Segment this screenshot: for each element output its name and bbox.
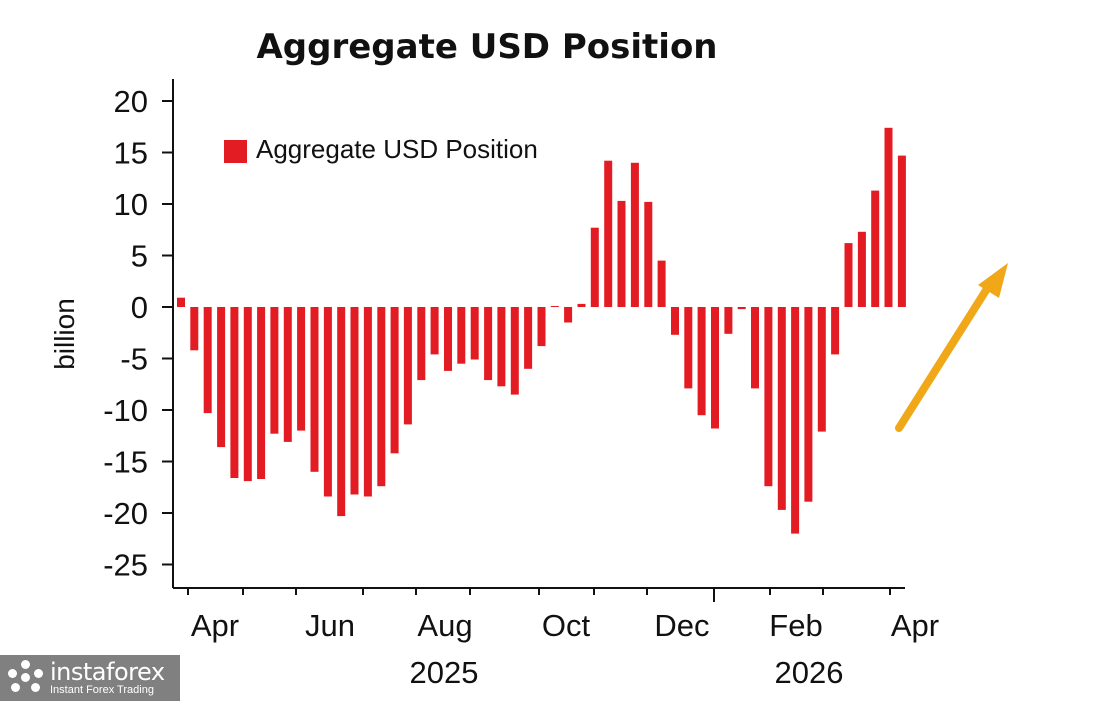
y-tick-label: 20 [114, 84, 148, 119]
bar [897, 155, 906, 307]
bar [884, 127, 893, 307]
bar [657, 260, 666, 307]
x-tick-label: Apr [191, 608, 239, 643]
bar [671, 307, 679, 335]
y-tick-label: -10 [103, 393, 148, 428]
bar [297, 307, 306, 431]
y-tick-label: -5 [120, 342, 148, 377]
bar [817, 307, 826, 432]
bar [243, 307, 252, 482]
bar [537, 307, 546, 347]
bar [791, 307, 800, 534]
bar [844, 243, 853, 307]
bar [457, 307, 466, 364]
y-tick-label: -20 [103, 496, 148, 531]
bar [577, 303, 586, 307]
x-tick-label: Dec [654, 608, 709, 643]
y-tick-label: 15 [114, 136, 148, 171]
y-tick-label: -15 [103, 445, 148, 480]
trend-arrow-icon [895, 263, 1008, 432]
y-tick-label: 0 [131, 290, 148, 325]
bar [417, 307, 426, 381]
bar [644, 201, 653, 307]
bar [377, 307, 386, 487]
bar [430, 307, 439, 355]
bar [524, 307, 533, 369]
x-tick-label: Oct [542, 608, 591, 643]
x-tick-label: Feb [769, 608, 822, 643]
y-axis: 20 15 10 5 0 -5 -10 -15 -20 -25 [103, 84, 173, 583]
bar [871, 190, 880, 307]
bar [363, 307, 372, 497]
bar [470, 307, 479, 360]
bar [711, 307, 719, 429]
bar [484, 307, 493, 381]
bar [323, 307, 332, 497]
bar [283, 307, 292, 442]
x-tick-label: Jun [305, 608, 355, 643]
y-tick-label: -25 [103, 548, 148, 583]
y-tick-label: 5 [131, 239, 148, 274]
bar [310, 307, 319, 472]
x-tick-label: Apr [891, 608, 939, 643]
year-label-2026: 2026 [775, 655, 844, 690]
x-tick-label: Aug [417, 608, 472, 643]
bar [203, 307, 212, 414]
bar [737, 307, 746, 310]
legend-swatch [224, 140, 247, 163]
bar [604, 160, 613, 307]
bar [764, 307, 773, 487]
x-axis: Apr Jun Aug Oct Dec Feb Apr [187, 588, 939, 643]
chart-title: Aggregate USD Position [256, 27, 717, 67]
watermark-tagline: Instant Forex Trading [50, 684, 154, 696]
bar [497, 307, 506, 387]
year-label-2025: 2025 [410, 655, 479, 690]
bar [257, 307, 266, 479]
bar [684, 307, 693, 389]
y-tick-label: 10 [114, 187, 148, 222]
bar [857, 231, 866, 307]
bar [617, 200, 626, 307]
bar [217, 307, 226, 448]
bar [804, 307, 813, 502]
bar [390, 307, 399, 454]
bar [630, 162, 639, 307]
bar [190, 307, 199, 351]
bar [510, 307, 519, 395]
bar [831, 307, 840, 355]
bar [403, 307, 412, 425]
bar [337, 307, 346, 517]
watermark-name: instaforex [50, 658, 165, 686]
bar [444, 307, 452, 371]
bar [590, 227, 599, 307]
bar [751, 307, 759, 389]
y-axis-label: billion [49, 298, 80, 370]
instaforex-watermark: instaforex Instant Forex Trading [0, 655, 180, 701]
bar [177, 297, 185, 307]
legend-label: Aggregate USD Position [256, 134, 538, 164]
bar [350, 307, 359, 495]
bar [270, 307, 279, 434]
bar [564, 307, 573, 323]
bar [230, 307, 239, 478]
bar [777, 307, 786, 510]
instaforex-logo-icon [8, 660, 44, 696]
bar [724, 307, 733, 334]
bar-series [177, 127, 906, 534]
bar [550, 306, 559, 307]
bar [697, 307, 706, 416]
